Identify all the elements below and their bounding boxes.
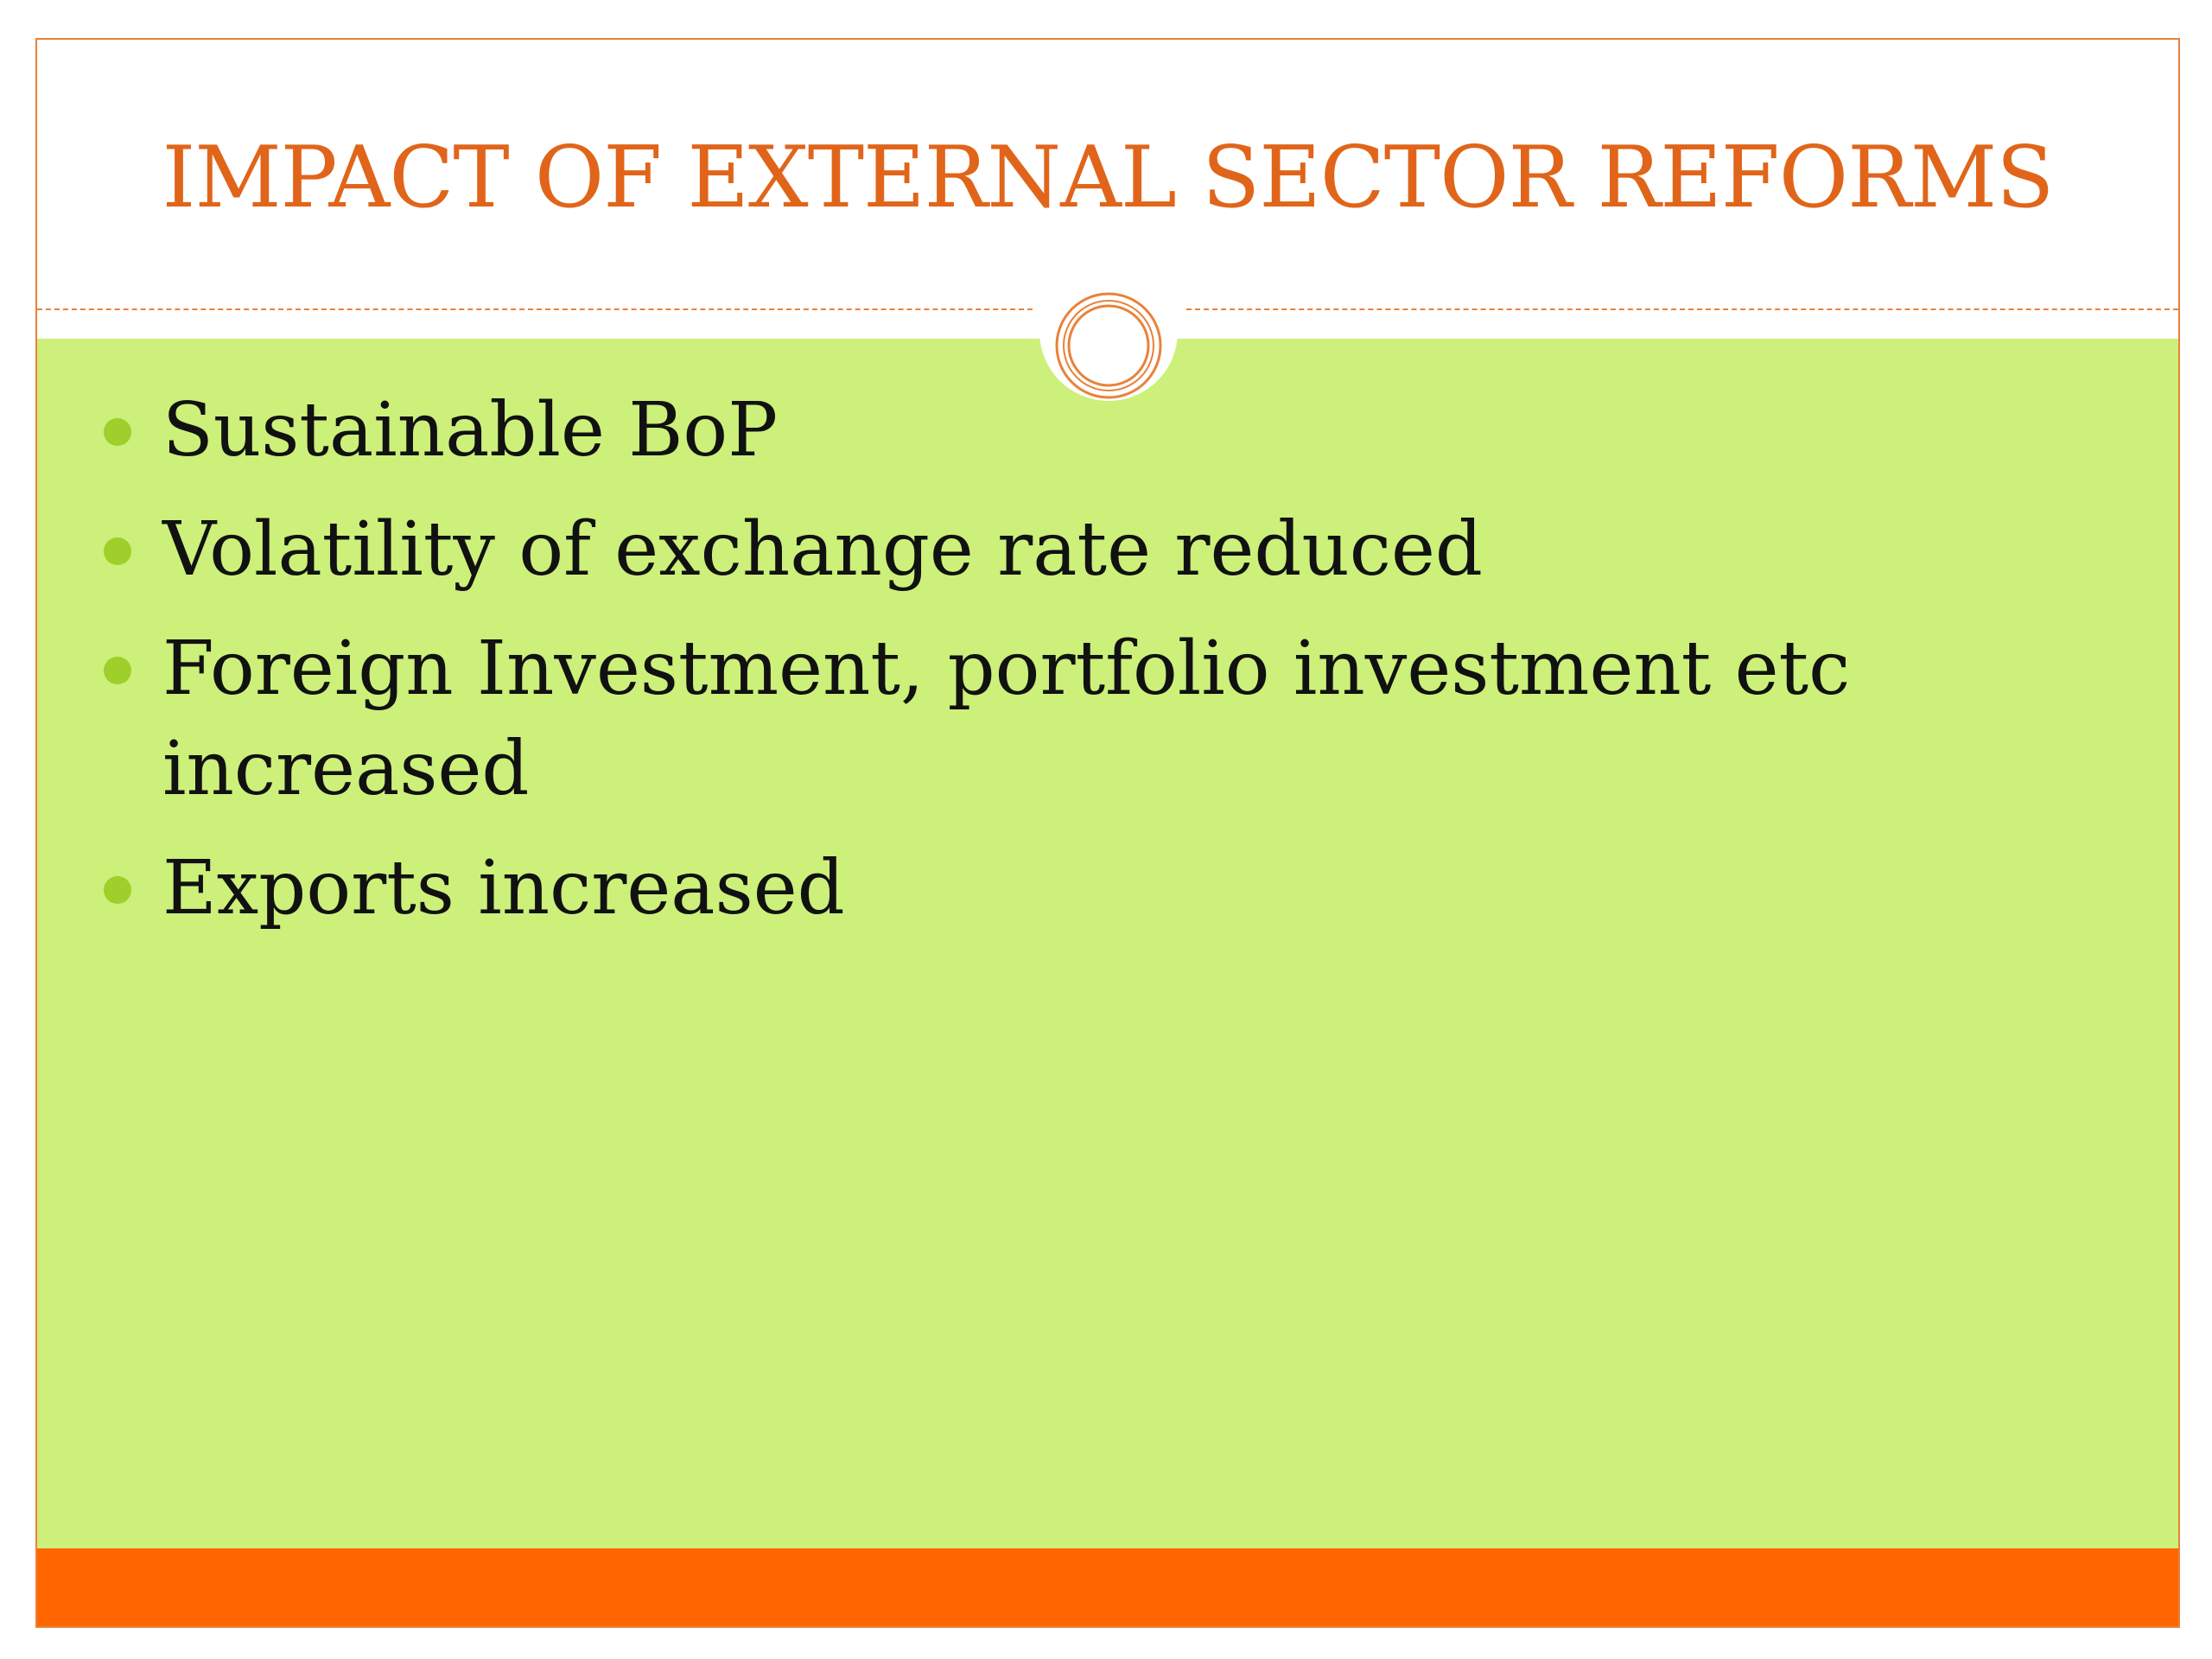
header-divider-left xyxy=(37,308,1033,310)
slide-body: Sustainable BoP Volatility of exchange r… xyxy=(37,339,2178,1552)
bullet-text: Volatility of exchange rate reduced xyxy=(162,506,1483,593)
bullet-icon xyxy=(104,876,131,904)
bullet-icon xyxy=(104,418,131,446)
header-divider-right xyxy=(1186,308,2178,310)
bullet-icon xyxy=(104,537,131,565)
double-ring-circle-icon xyxy=(1039,263,1178,401)
bullet-item-1: Sustainable BoP xyxy=(37,380,2178,480)
bullet-text: Sustainable BoP xyxy=(162,387,779,474)
bullet-list: Sustainable BoP Volatility of exchange r… xyxy=(37,380,2178,957)
bullet-item-3: Foreign Investment, portfolio investment… xyxy=(37,619,2178,819)
slide-title: IMPACT OF EXTERNAL SECTOR REFORMS xyxy=(162,129,2055,227)
bullet-icon xyxy=(104,657,131,684)
bullet-text: Foreign Investment, portfolio investment… xyxy=(162,626,1851,812)
bullet-text: Exports increased xyxy=(162,845,845,931)
footer-bar xyxy=(37,1548,2178,1626)
bullet-item-4: Exports increased xyxy=(37,838,2178,938)
bullet-item-2: Volatility of exchange rate reduced xyxy=(37,499,2178,600)
slide: IMPACT OF EXTERNAL SECTOR REFORMS Sustai… xyxy=(35,38,2180,1628)
